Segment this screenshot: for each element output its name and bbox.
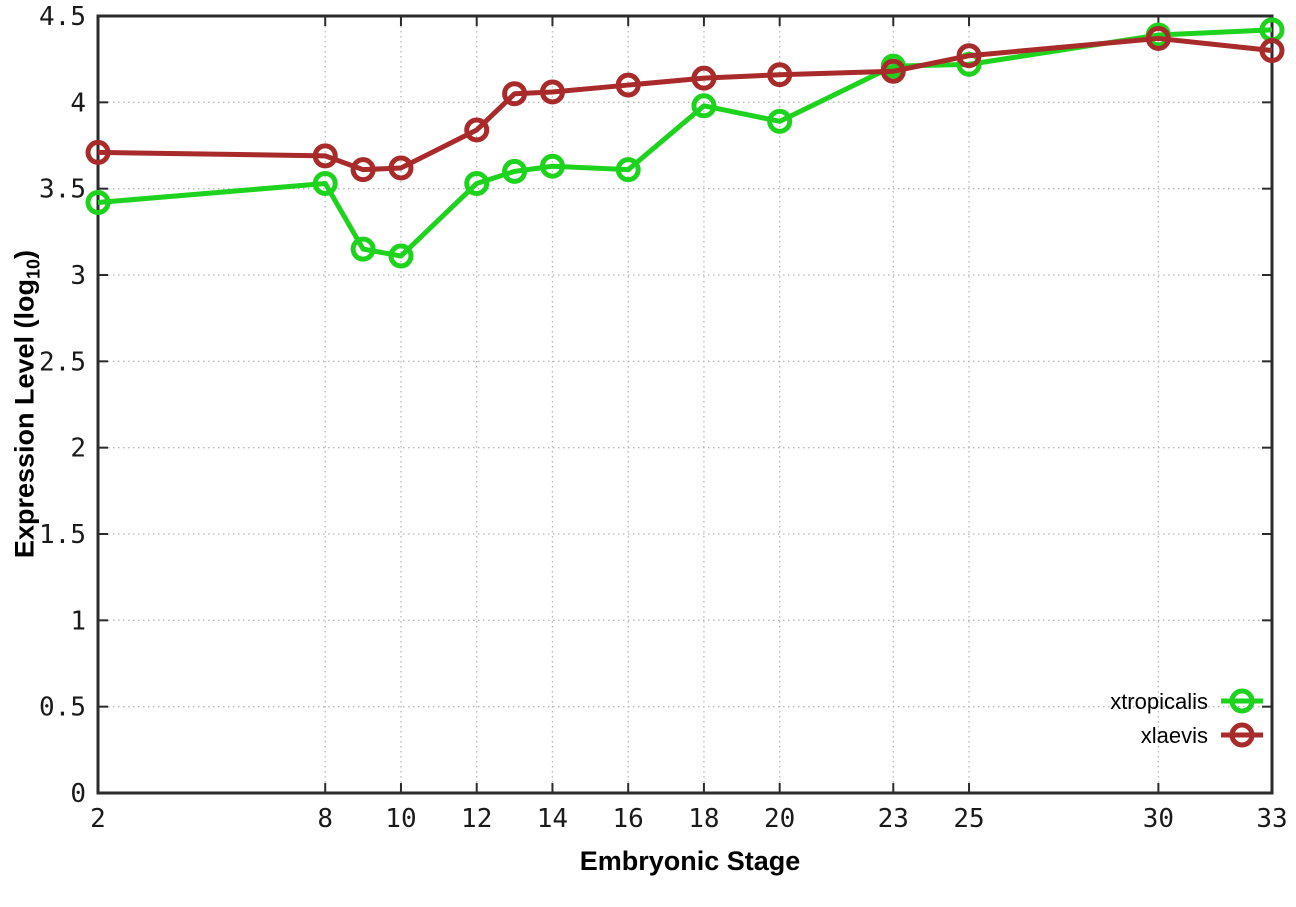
data-point-marker-xtropicalis xyxy=(388,243,414,269)
data-point-marker-xlaevis xyxy=(956,43,982,69)
data-point-marker-xlaevis xyxy=(350,157,376,183)
data-point-marker-xlaevis xyxy=(767,62,793,88)
series-line-xtropicalis xyxy=(97,27,1273,259)
legend-label-xlaevis: xlaevis xyxy=(1141,723,1208,748)
x-tick-label: 16 xyxy=(613,804,644,834)
legend-marker-icon-xlaevis xyxy=(1229,722,1255,748)
y-axis-title-subscript: 10 xyxy=(23,258,44,279)
data-point-marker-xtropicalis xyxy=(502,158,528,184)
x-tick-label: 20 xyxy=(764,804,795,834)
data-point-marker-xlaevis xyxy=(691,65,717,91)
y-tick-label: 4.5 xyxy=(39,2,86,32)
legend-label-xtropicalis: xtropicalis xyxy=(1110,689,1208,714)
y-tick-label: 0.5 xyxy=(39,693,86,723)
plot-border xyxy=(96,14,1274,795)
data-point-marker-xtropicalis xyxy=(539,153,565,179)
legend: xtropicalis xlaevis xyxy=(1110,688,1263,748)
data-point-marker-xlaevis xyxy=(1259,38,1285,64)
data-point-marker-xlaevis xyxy=(1145,25,1171,51)
y-tick-label: 1.5 xyxy=(39,520,86,550)
series-line-xlaevis xyxy=(97,35,1273,173)
x-tick-label: 14 xyxy=(537,804,568,834)
y-tick-label: 3 xyxy=(70,261,86,291)
x-tick-label: 25 xyxy=(953,804,984,834)
grid-layer xyxy=(97,15,1273,794)
y-axis-title-text: Expression Level (log xyxy=(9,278,40,559)
y-tick-label: 4 xyxy=(70,88,86,118)
data-point-marker-xtropicalis xyxy=(350,236,376,262)
x-tick-label: 23 xyxy=(878,804,909,834)
data-point-marker-xlaevis xyxy=(388,155,414,181)
data-point-marker-xlaevis xyxy=(464,117,490,143)
x-tick-label: 12 xyxy=(461,804,492,834)
y-axis-title: Expression Level (log10) xyxy=(9,250,44,558)
data-point-marker-xtropicalis xyxy=(767,108,793,134)
data-point-marker-xtropicalis xyxy=(312,170,338,196)
data-point-marker-xtropicalis xyxy=(85,189,111,215)
y-tick-label: 1 xyxy=(70,606,86,636)
x-tick-label: 33 xyxy=(1256,804,1287,834)
y-tick-label: 0 xyxy=(70,779,86,809)
data-point-marker-xlaevis xyxy=(880,58,906,84)
data-point-marker-xtropicalis xyxy=(464,170,490,196)
data-point-marker-xtropicalis xyxy=(691,93,717,119)
x-tick-label: 8 xyxy=(317,804,333,834)
data-point-marker-xtropicalis xyxy=(615,157,641,183)
series-xlaevis xyxy=(85,25,1285,183)
y-tick-label: 3.5 xyxy=(39,175,86,205)
x-tick-label: 10 xyxy=(385,804,416,834)
data-point-marker-xlaevis xyxy=(539,79,565,105)
data-point-marker-xlaevis xyxy=(85,139,111,165)
data-point-marker-xlaevis xyxy=(312,143,338,169)
series-xtropicalis xyxy=(85,17,1285,269)
y-tick-label: 2 xyxy=(70,434,86,464)
legend-marker-icon-xtropicalis xyxy=(1229,688,1255,714)
y-tick-label: 2.5 xyxy=(39,347,86,377)
data-point-marker-xlaevis xyxy=(615,72,641,98)
data-point-marker-xlaevis xyxy=(502,81,528,107)
x-tick-label: 18 xyxy=(688,804,719,834)
x-tick-label: 30 xyxy=(1143,804,1174,834)
x-tick-label: 2 xyxy=(90,804,106,834)
y-axis-title-close: ) xyxy=(9,249,40,259)
tick-marks xyxy=(97,15,1273,794)
x-axis-title: Embryonic Stage xyxy=(579,846,801,876)
